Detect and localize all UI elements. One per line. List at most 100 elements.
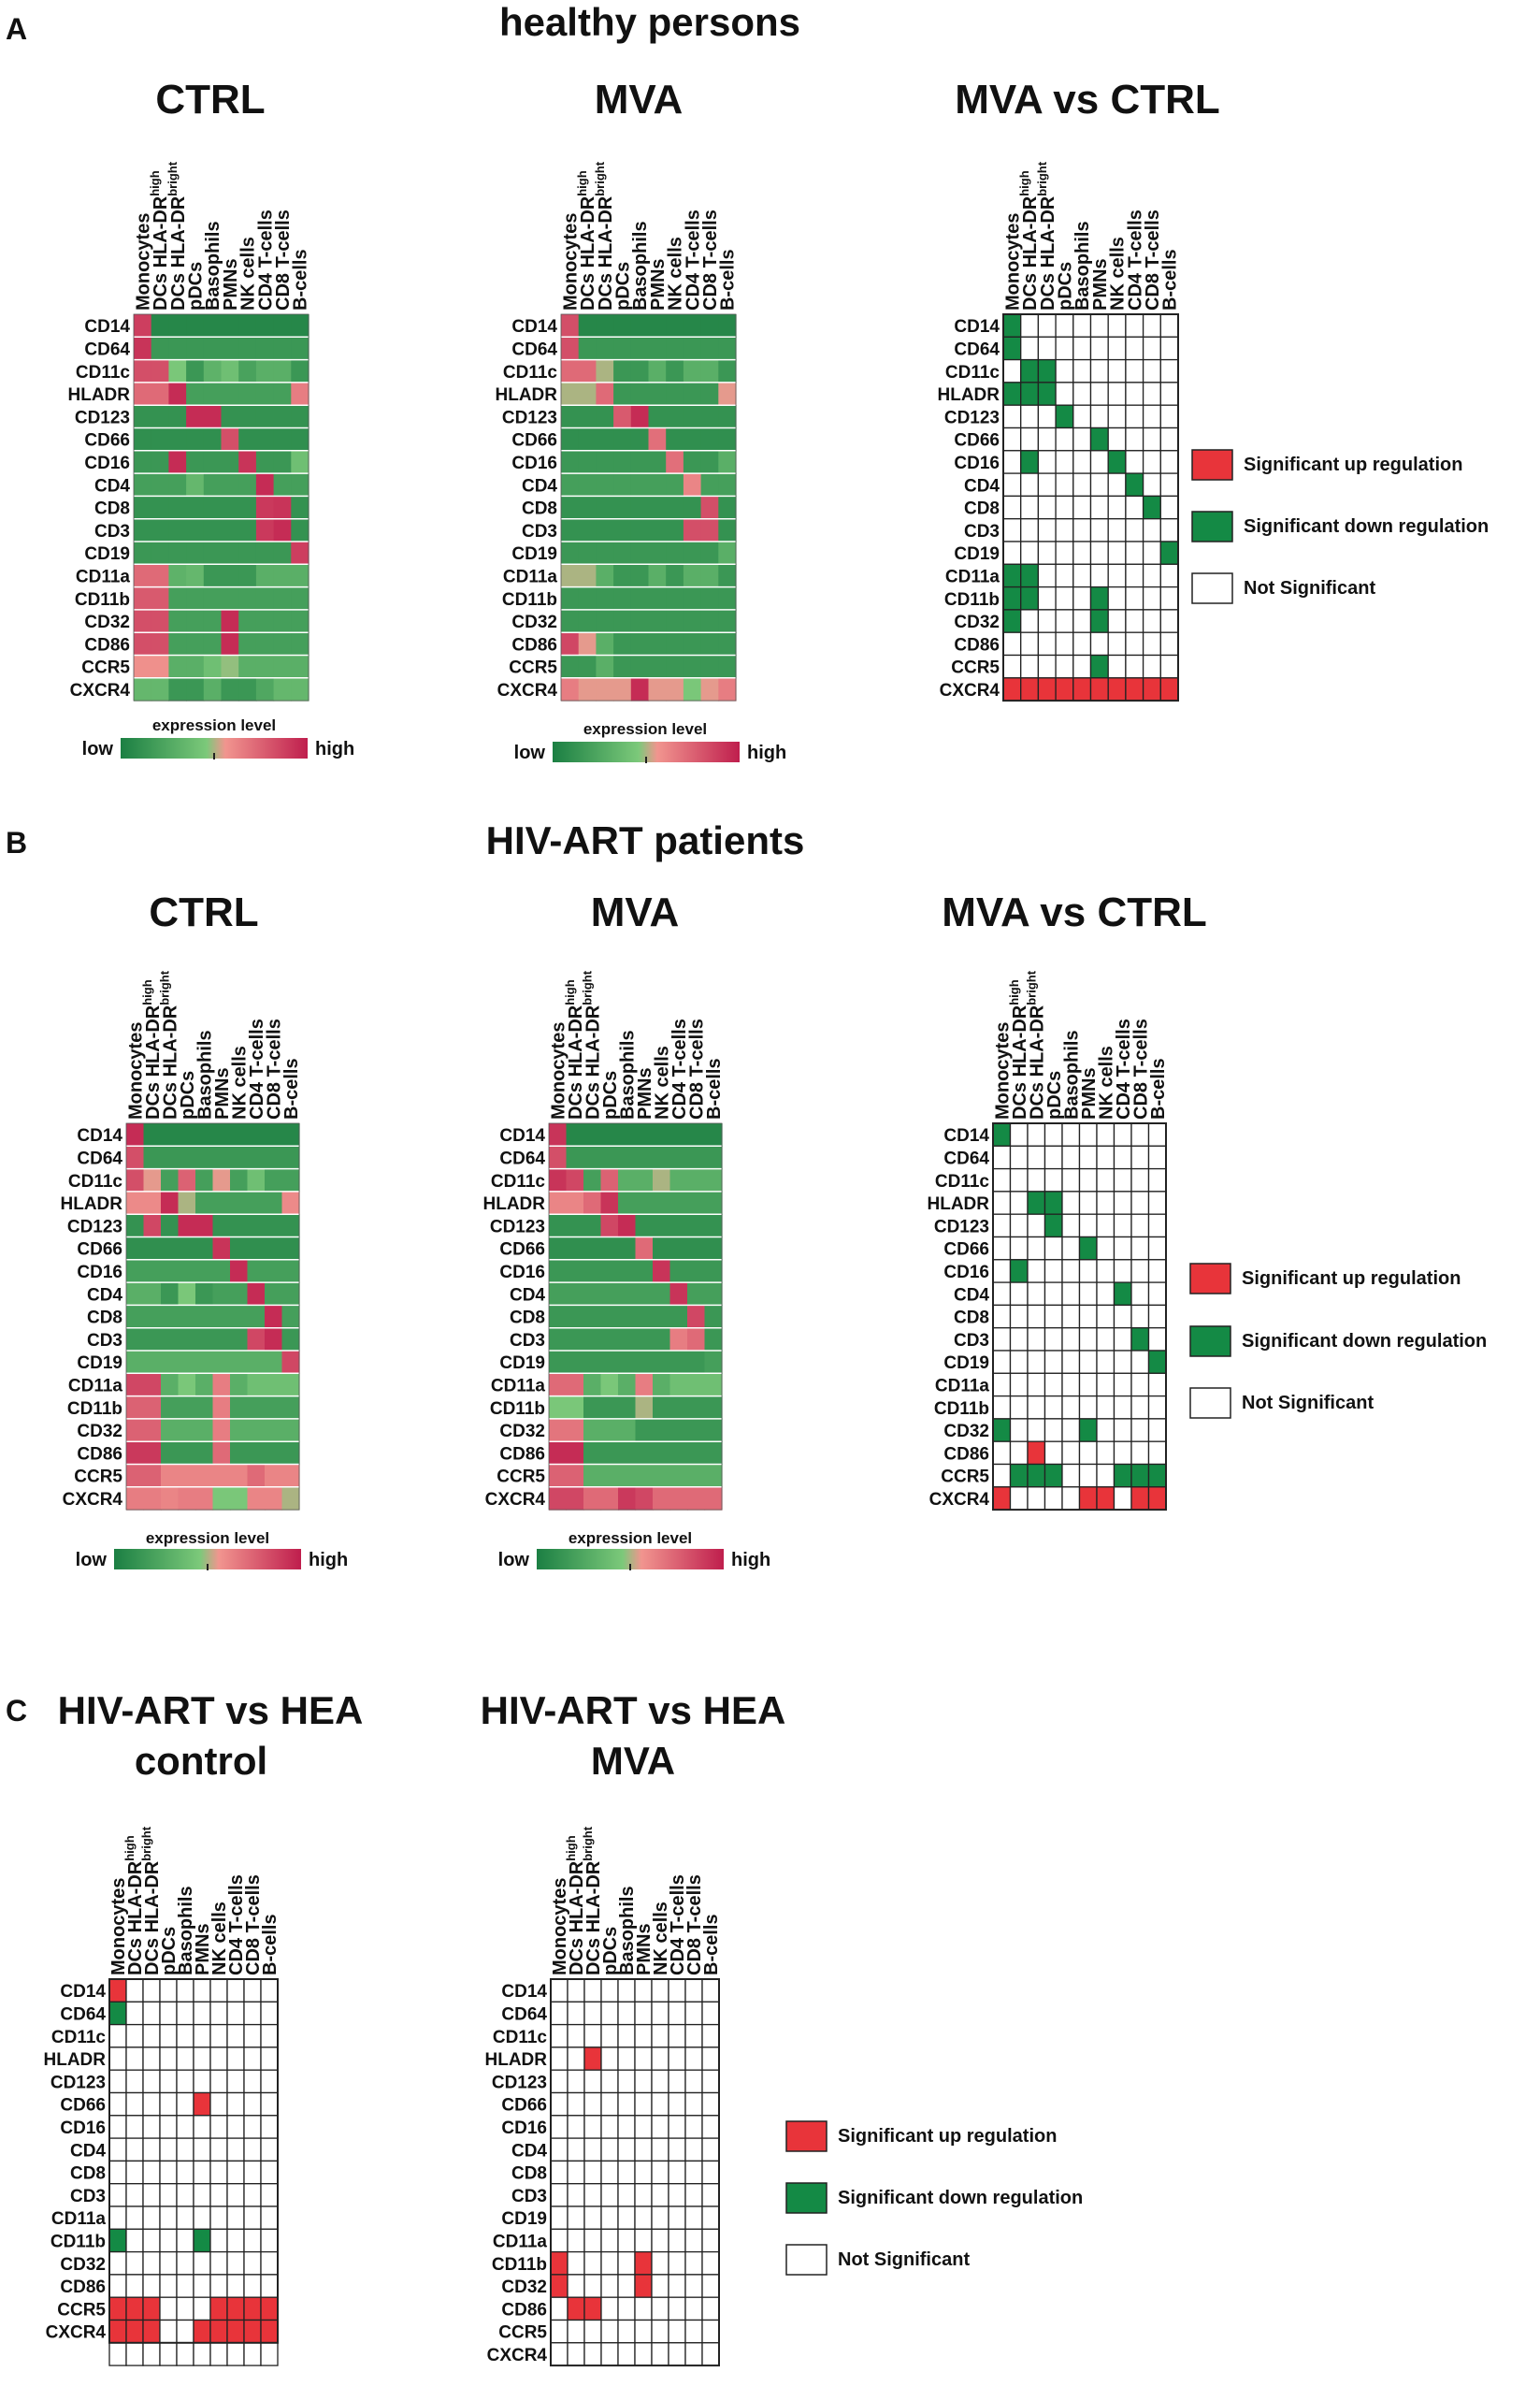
significance-cell [1009, 1395, 1029, 1420]
significance-cell [1020, 631, 1040, 657]
significance-cell [583, 1978, 602, 2003]
significance-cell [1055, 404, 1074, 429]
heatmap-cell [168, 450, 187, 474]
significance-cell [1089, 427, 1109, 452]
significance-cell [1002, 631, 1022, 657]
heatmap-cell [281, 1191, 300, 1215]
heatmap-cell [143, 1146, 162, 1170]
heatmap-cell [704, 1214, 723, 1238]
column-label: Monocytes [550, 1878, 570, 1975]
heatmap-cell [549, 1327, 568, 1352]
column-label-superscript: high [122, 1835, 137, 1860]
significance-cell [600, 2160, 619, 2185]
significance-cell [1107, 382, 1127, 406]
significance-cell [1147, 1372, 1167, 1397]
heatmap-cell [596, 655, 614, 679]
significance-cell [634, 2342, 653, 2366]
heatmap-cell [168, 473, 187, 497]
heatmap-cell [143, 1123, 162, 1147]
significance-cell [1147, 1259, 1167, 1283]
heatmap-cell [653, 1123, 671, 1147]
significance-cell [1037, 450, 1057, 474]
significance-cell [1043, 1213, 1063, 1238]
heatmap-cell [583, 1282, 602, 1306]
heatmap-cell [596, 586, 614, 611]
row-label: CD16 [954, 454, 1000, 473]
heatmap-cell [291, 542, 309, 565]
heatmap-cell [578, 359, 597, 383]
row-label: CD64 [943, 1150, 989, 1169]
heatmap-cell [718, 382, 737, 406]
heatmap-cell [704, 1418, 723, 1442]
significance-cell [209, 2091, 228, 2117]
column-label: NK cells [651, 1902, 671, 1975]
row-label: CD11b [490, 1399, 545, 1419]
heatmap-frame [548, 1122, 723, 1511]
significance-cell [684, 2160, 703, 2185]
significance-cell [108, 2228, 127, 2253]
significance-cell [567, 2228, 585, 2253]
heatmap-cell [281, 1168, 300, 1193]
row-label: CCR5 [941, 1468, 989, 1487]
significance-cell [1147, 1304, 1167, 1329]
heatmap-cell [212, 1259, 231, 1283]
significance-cell [226, 2250, 245, 2276]
significance-cell [226, 2319, 245, 2344]
significance-cell [567, 2183, 585, 2207]
heatmap-cell [281, 1282, 300, 1306]
row-label: HLADR [483, 1194, 546, 1214]
significance-cell [992, 1372, 1012, 1397]
heatmap-cell [126, 1123, 145, 1147]
heatmap-cell [596, 405, 614, 429]
heatmap-cell [161, 1282, 180, 1306]
heatmap-cell [281, 1418, 300, 1442]
heatmap-cell [669, 1486, 688, 1511]
heatmap-cell [561, 518, 580, 542]
significance-cell [651, 2046, 669, 2071]
heatmap-cell [221, 359, 239, 383]
heatmap-cell [203, 542, 223, 565]
heatmap-cell [583, 1214, 602, 1238]
heatmap-frame [560, 313, 737, 701]
heatmap-cell [186, 655, 205, 679]
heatmap-cell [718, 450, 737, 474]
significance-cell [583, 2001, 602, 2026]
significance-cell [176, 2183, 194, 2207]
significance-cell [1159, 404, 1179, 429]
heatmap-cell [168, 337, 187, 361]
heatmap-cell [618, 1351, 637, 1374]
column-label: B-cells [260, 1914, 281, 1975]
heatmap-cell [265, 1464, 283, 1488]
heatmap-cell [273, 677, 292, 701]
significance-cell [651, 2205, 669, 2230]
row-label: CXCR4 [497, 681, 558, 701]
row-label: CD32 [501, 2278, 547, 2297]
row-label: CD11c [68, 1172, 123, 1192]
row-label: CD66 [943, 1240, 989, 1260]
heatmap-cell [255, 382, 275, 406]
significance-cell [125, 2069, 144, 2094]
heatmap-cell [247, 1146, 266, 1170]
heatmap-cell [178, 1236, 196, 1261]
significance-cell [1147, 1440, 1167, 1466]
heatmap-cell [600, 1486, 619, 1511]
significance-cell [550, 2319, 569, 2344]
significance-cell [193, 2205, 211, 2230]
heatmap-cell [683, 473, 702, 497]
scale-low-label: low [76, 1550, 108, 1570]
heatmap-cell [186, 542, 205, 565]
significance-cell [1072, 518, 1092, 542]
significance-cell [1107, 404, 1127, 429]
significance-cell [1107, 495, 1127, 520]
heatmap-cell [178, 1373, 196, 1397]
chart-c-mva: CD14CD64CD11cHLADRCD123CD66CD16CD4CD8CD3… [485, 1826, 722, 2367]
significance-cell [1055, 518, 1074, 542]
significance-cell [176, 2023, 194, 2048]
row-label: CD123 [490, 1217, 545, 1236]
significance-cell [1159, 609, 1179, 633]
heatmap-cell [648, 609, 667, 633]
significance-cell [1027, 1327, 1046, 1352]
significance-cell [1089, 518, 1109, 542]
heatmap-cell [281, 1327, 300, 1352]
significance-cell [1072, 541, 1092, 565]
